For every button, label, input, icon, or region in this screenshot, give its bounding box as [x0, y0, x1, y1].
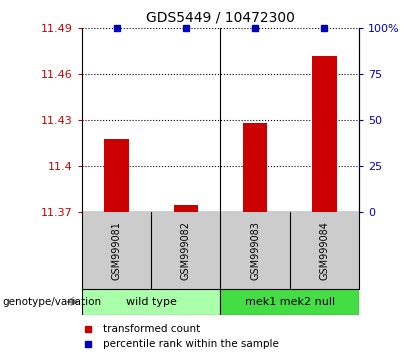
Bar: [174, 205, 198, 212]
Text: GSM999084: GSM999084: [320, 221, 329, 280]
Text: mek1 mek2 null: mek1 mek2 null: [245, 297, 335, 307]
Text: transformed count: transformed count: [103, 324, 200, 333]
Bar: [312, 56, 336, 212]
Text: GSM999081: GSM999081: [112, 221, 121, 280]
Bar: [220, 289, 359, 315]
Bar: [82, 289, 220, 315]
Bar: [243, 124, 267, 212]
Text: wild type: wild type: [126, 297, 177, 307]
Bar: [105, 139, 129, 212]
Text: GSM999082: GSM999082: [181, 221, 191, 280]
Text: genotype/variation: genotype/variation: [2, 297, 101, 307]
Title: GDS5449 / 10472300: GDS5449 / 10472300: [146, 10, 295, 24]
Text: GSM999083: GSM999083: [250, 221, 260, 280]
Text: percentile rank within the sample: percentile rank within the sample: [103, 339, 279, 349]
